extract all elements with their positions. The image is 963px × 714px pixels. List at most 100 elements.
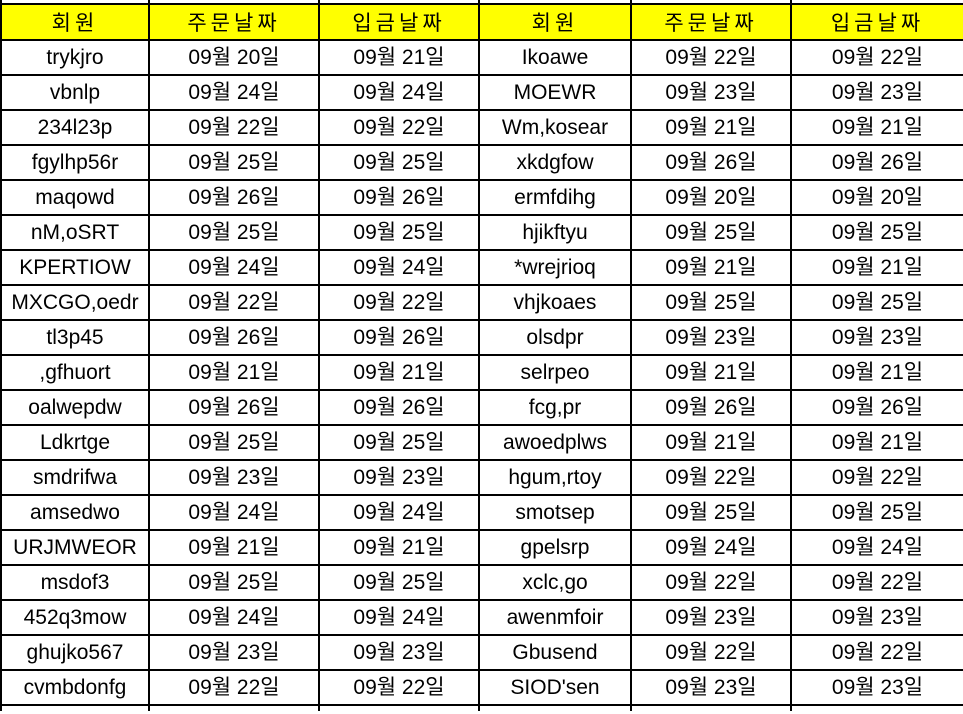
cell-deposit-date: 09월 24일 <box>318 599 480 636</box>
cell-member: xkdgfow <box>478 144 632 181</box>
cell-order-date: 09월 22일 <box>630 39 792 76</box>
cell-deposit-date: 09월 25일 <box>318 564 480 601</box>
cell-member: oalwepdw <box>0 389 150 426</box>
cell-order-date: 09월 26일 <box>148 389 320 426</box>
cell-member: vbnlp <box>0 74 150 111</box>
cell-order-date: 09월 21일 <box>148 354 320 391</box>
cell-order-date: 09월 23일 <box>148 459 320 496</box>
cell-deposit-date: 09월 25일 <box>318 214 480 251</box>
cell-deposit-date: 09월 24일 <box>318 249 480 286</box>
cell-deposit-date: 09월 22일 <box>318 669 480 706</box>
cell-order-date: 09월 24일 <box>630 529 792 566</box>
cell-member: trykjro <box>0 39 150 76</box>
header-order-date-left: 주문날짜 <box>148 3 320 41</box>
table-row: trykjro 09월 20일 09월 21일 Ikoawe 09월 22일 09월 22… <box>0 39 963 76</box>
cell-member: fgylhp56r <box>0 144 150 181</box>
cell-deposit-date: 09월 23일 <box>318 634 480 671</box>
cell-order-date: 09월 23일 <box>148 634 320 671</box>
cell-deposit-date: 09월 22일 <box>790 39 963 76</box>
cell-member: Gbusend <box>478 634 632 671</box>
cell-order-date: 09월 22일 <box>630 634 792 671</box>
cell-deposit-date: 09월 23일 <box>790 599 963 636</box>
cell-member: selrpeo <box>478 354 632 391</box>
cell-member: ,gfhuort <box>0 354 150 391</box>
cell-deposit-date: 09월 25일 <box>790 494 963 531</box>
table-row: nM,oSRT 09월 25일 09월 25일 hjikftyu 09월 25일 09월 … <box>0 214 963 251</box>
cell-member: awenmfoir <box>478 599 632 636</box>
cell-member: hgum,rtoy <box>478 459 632 496</box>
cell-deposit-date: 09월 26일 <box>790 144 963 181</box>
cell-order-date: 09월 25일 <box>630 494 792 531</box>
cell-deposit-date: 09월 22일 <box>318 284 480 321</box>
cell-member: xclc,go <box>478 564 632 601</box>
cell-member: MXCGO,oedr <box>0 284 150 321</box>
cell-deposit-date: 09월 26일 <box>318 179 480 216</box>
cell-order-date: 09월 25일 <box>630 284 792 321</box>
table-row: tl3p45 09월 26일 09월 26일 olsdpr 09월 23일 09월 23일 <box>0 319 963 356</box>
cell-deposit-date: 09월 23일 <box>790 319 963 356</box>
cell-member: 234l23p <box>0 109 150 146</box>
cell-order-date: 09월 25일 <box>148 424 320 461</box>
cell-member: *wrejrioq <box>478 249 632 286</box>
table-row: maqowd 09월 26일 09월 26일 ermfdihg 09월 20일 09월 2… <box>0 179 963 216</box>
cell-order-date: 09월 21일 <box>630 354 792 391</box>
cell-order-date: 09월 25일 <box>148 144 320 181</box>
cell-order-date: 09월 21일 <box>630 249 792 286</box>
cell-order-date: 09월 21일 <box>630 109 792 146</box>
table-row: smdrifwa 09월 23일 09월 23일 hgum,rtoy 09월 22일 09… <box>0 459 963 496</box>
cell-deposit-date: 09월 21일 <box>790 424 963 461</box>
cell-member: tl3p45 <box>0 319 150 356</box>
cell-deposit-date: 09월 20일 <box>790 179 963 216</box>
cell-order-date: 09월 26일 <box>148 179 320 216</box>
cell-member: gpelsrp <box>478 529 632 566</box>
cell-member: Ldkrtge <box>0 424 150 461</box>
cell-order-date: 09월 26일 <box>148 319 320 356</box>
table-row: 452q3mow 09월 24일 09월 24일 awenmfoir 09월 23일 09… <box>0 599 963 636</box>
cell-deposit-date: 09월 24일 <box>790 529 963 566</box>
cell-deposit-date: 09월 25일 <box>318 144 480 181</box>
cell-order-date: 09월 20일 <box>630 179 792 216</box>
cell-order-date: 09월 24일 <box>148 599 320 636</box>
cell-order-date: 09월 25일 <box>148 564 320 601</box>
cell-member: vhjkoaes <box>478 284 632 321</box>
cell-order-date: 09월 23일 <box>630 319 792 356</box>
cell-member: awoedplws <box>478 424 632 461</box>
table-row: amsedwo 09월 24일 09월 24일 smotsep 09월 25일 09월 2… <box>0 494 963 531</box>
cell-order-date: 09월 23일 <box>630 74 792 111</box>
table-row: oalwepdw 09월 26일 09월 26일 fcg,pr 09월 26일 09월 2… <box>0 389 963 426</box>
header-deposit-date-right: 입금날짜 <box>790 3 963 41</box>
table-row: fgylhp56r 09월 25일 09월 25일 xkdgfow 09월 26일 09월… <box>0 144 963 181</box>
table-row: vbnlp 09월 24일 09월 24일 MOEWR 09월 23일 09월 23일 <box>0 74 963 111</box>
cell-order-date: 09월 25일 <box>630 214 792 251</box>
cell-order-date: 09월 26일 <box>630 389 792 426</box>
cell-deposit-date: 09월 25일 <box>790 284 963 321</box>
cell-deposit-date: 09월 22일 <box>790 459 963 496</box>
header-deposit-date-left: 입금날짜 <box>318 3 480 41</box>
cell-member: 452q3mow <box>0 599 150 636</box>
header-member-left: 회원 <box>0 3 150 41</box>
cell-member: Wm,kosear <box>478 109 632 146</box>
cell-order-date: 09월 22일 <box>148 284 320 321</box>
cell-order-date: 09월 20일 <box>148 39 320 76</box>
cell-member: ermfdihg <box>478 179 632 216</box>
table-row: 234l23p 09월 22일 09월 22일 Wm,kosear 09월 21일 09월… <box>0 109 963 146</box>
cell-member: smotsep <box>478 494 632 531</box>
cell-member: nM,oSRT <box>0 214 150 251</box>
table-row: Ldkrtge 09월 25일 09월 25일 awoedplws 09월 21일 09월… <box>0 424 963 461</box>
table-row: URJMWEOR 09월 21일 09월 21일 gpelsrp 09월 24일 09월 … <box>0 529 963 566</box>
cell-deposit-date: 09월 23일 <box>318 459 480 496</box>
cell-deposit-date: 09월 26일 <box>790 389 963 426</box>
cell-deposit-date: 09월 25일 <box>318 424 480 461</box>
cell-member: ghujko567 <box>0 634 150 671</box>
table-row: cvmbdonfg 09월 22일 09월 22일 SIOD'sen 09월 23일 09… <box>0 669 963 706</box>
header-order-date-right: 주문날짜 <box>630 3 792 41</box>
cell-deposit-date: 09월 21일 <box>790 109 963 146</box>
table-row: MXCGO,oedr 09월 22일 09월 22일 vhjkoaes 09월 25일 0… <box>0 284 963 321</box>
cell-member: cvmbdonfg <box>0 669 150 706</box>
table-row: ghujko567 09월 23일 09월 23일 Gbusend 09월 22일 09월… <box>0 634 963 671</box>
cell-deposit-date: 09월 21일 <box>318 39 480 76</box>
cell-deposit-date: 09월 21일 <box>318 354 480 391</box>
cell-member: msdof3 <box>0 564 150 601</box>
table-row: ,gfhuort 09월 21일 09월 21일 selrpeo 09월 21일 09월 … <box>0 354 963 391</box>
